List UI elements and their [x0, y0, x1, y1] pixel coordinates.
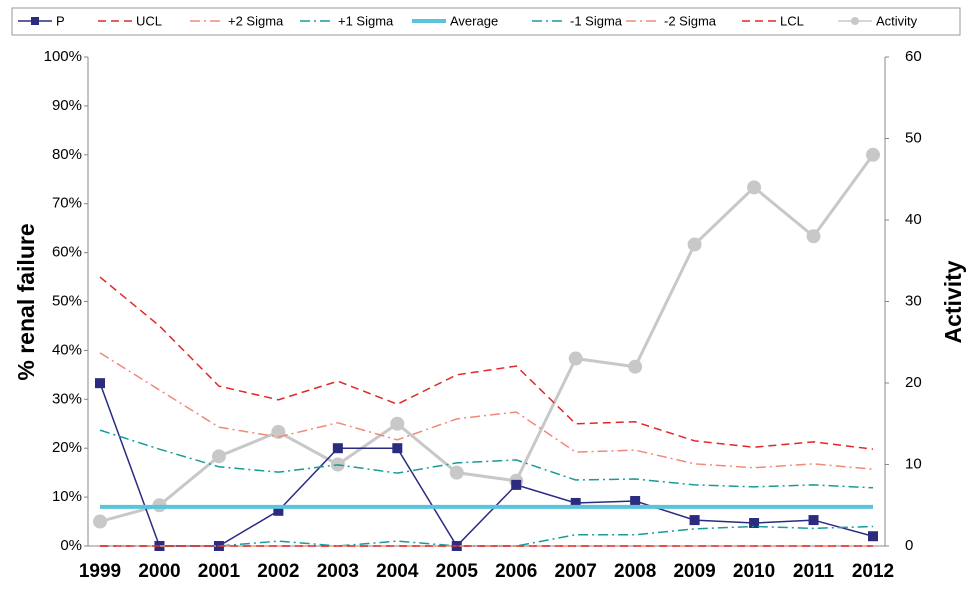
- point: [211, 449, 226, 464]
- y2-tick-label: 50: [905, 129, 922, 146]
- point: [866, 147, 880, 162]
- point: [95, 378, 105, 389]
- y-tick-label: 50%: [52, 292, 82, 309]
- y2-tick-label: 20: [905, 374, 922, 391]
- y2-tick-label: 30: [905, 292, 922, 309]
- series-line: [99, 382, 874, 548]
- x-tick-label: 2001: [198, 561, 241, 582]
- legend-label: Activity: [876, 13, 918, 28]
- x-tick-label: 2003: [317, 561, 359, 582]
- point: [392, 443, 403, 454]
- y-tick-label: 80%: [52, 146, 82, 163]
- point: [806, 229, 821, 244]
- y-tick-label: 20%: [52, 439, 82, 456]
- point: [630, 496, 641, 507]
- x-tick-label: 2004: [376, 561, 419, 582]
- point: [687, 237, 702, 252]
- point: [628, 359, 643, 374]
- legend-label: -1 Sigma: [570, 13, 623, 28]
- point: [568, 351, 583, 366]
- x-tick-label: 2009: [673, 561, 715, 582]
- y-tick-label: 0%: [60, 537, 82, 554]
- legend-label: -2 Sigma: [664, 13, 717, 28]
- y2-axis-title: Activity: [940, 260, 966, 343]
- point: [749, 518, 760, 529]
- legend-label: +1 Sigma: [338, 13, 394, 28]
- y-axis-title: % renal failure: [13, 223, 39, 380]
- legend-label: UCL: [136, 13, 162, 28]
- legend-label: Average: [450, 13, 498, 28]
- point: [689, 515, 700, 526]
- y2-tick-label: 0: [905, 537, 913, 554]
- point: [332, 443, 343, 454]
- x-tick-label: 2000: [138, 561, 180, 582]
- legend-label: +2 Sigma: [228, 13, 284, 28]
- series-line: [99, 276, 874, 450]
- y2-tick-label: 10: [905, 455, 922, 472]
- point: [570, 497, 581, 508]
- x-tick-label: 2012: [852, 561, 894, 582]
- point: [93, 514, 107, 529]
- point: [511, 479, 522, 490]
- x-tick-label: 2008: [614, 561, 656, 582]
- x-tick-label: 2007: [555, 561, 597, 582]
- point: [868, 531, 878, 542]
- y-tick-label: 100%: [44, 48, 82, 65]
- x-tick-label: 2005: [436, 561, 479, 582]
- point: [747, 180, 762, 195]
- legend-marker: [851, 17, 859, 25]
- point: [273, 505, 284, 516]
- x-tick-label: 2002: [257, 561, 299, 582]
- series-line: [99, 352, 874, 470]
- y-tick-label: 10%: [52, 488, 82, 505]
- y-tick-label: 40%: [52, 341, 82, 358]
- point: [449, 465, 464, 480]
- y-tick-label: 70%: [52, 195, 82, 212]
- legend-label: LCL: [780, 13, 804, 28]
- series-line: [99, 429, 874, 489]
- x-tick-label: 2010: [733, 561, 775, 582]
- point: [390, 416, 405, 431]
- x-tick-label: 1999: [79, 561, 121, 582]
- y2-tick-label: 40: [905, 211, 922, 228]
- y-tick-label: 90%: [52, 97, 82, 114]
- legend-label: P: [56, 13, 65, 28]
- y-tick-label: 30%: [52, 390, 82, 407]
- legend-marker: [31, 17, 39, 25]
- y-tick-label: 60%: [52, 244, 82, 261]
- x-tick-label: 2011: [793, 561, 835, 582]
- legend-box: [11, 7, 961, 36]
- y2-tick-label: 60: [905, 48, 922, 65]
- x-tick-label: 2006: [495, 561, 537, 582]
- point: [808, 515, 819, 526]
- series-line: [99, 153, 875, 523]
